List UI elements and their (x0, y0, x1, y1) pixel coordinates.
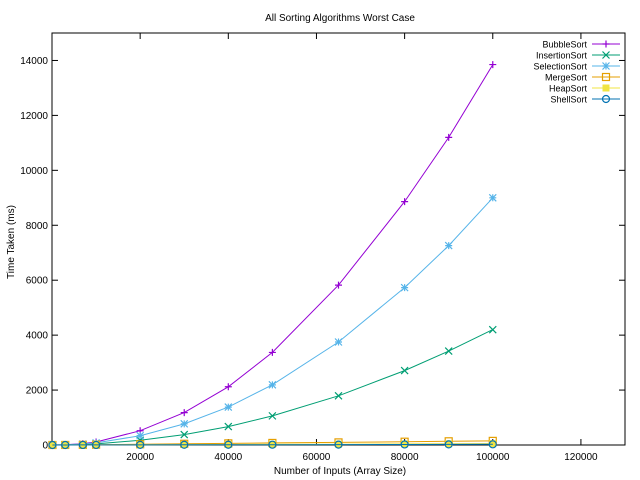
x-tick-label: 120000 (564, 452, 598, 463)
filled-square-marker (401, 440, 409, 448)
series-selectionsort (48, 193, 497, 449)
star-marker (180, 419, 189, 428)
plus-marker (224, 383, 232, 391)
legend-label: MergeSort (545, 73, 588, 83)
star-marker (488, 193, 497, 202)
series-bubblesort (48, 61, 497, 449)
circle-marker (400, 440, 409, 449)
series-line (52, 197, 494, 446)
filled-square-marker (489, 440, 497, 448)
y-tick-label: 10000 (20, 166, 48, 177)
star-marker (334, 338, 343, 346)
cross-marker (444, 347, 453, 355)
legend-label: InsertionSort (536, 51, 588, 61)
star-marker (602, 62, 610, 70)
x-tick-label: 20000 (126, 452, 154, 463)
plus-marker (335, 281, 342, 289)
series-layer (48, 61, 497, 450)
star-marker (224, 403, 233, 412)
cross-marker (400, 366, 409, 375)
filled-square-marker (445, 440, 453, 448)
series-line (52, 443, 493, 446)
circle-marker (91, 440, 101, 450)
legend-label: SelectionSort (533, 62, 587, 72)
star-marker (136, 431, 145, 440)
y-axis-label: Time Taken (ms) (6, 205, 17, 279)
circle-marker (444, 440, 453, 449)
legend-label: HeapSort (549, 84, 588, 94)
circle-marker (78, 440, 87, 450)
y-tick-label: 14000 (20, 56, 48, 67)
x-tick-label: 100000 (476, 452, 510, 463)
plus-marker (489, 61, 497, 69)
plot-frame (51, 32, 626, 446)
y-tick-label: 12000 (20, 111, 48, 122)
y-tick-label: 2000 (26, 386, 49, 397)
square-marker (601, 72, 611, 82)
circle-marker (136, 440, 145, 449)
circle-marker (224, 440, 233, 449)
cross-marker (180, 430, 189, 439)
circle-marker (61, 440, 70, 450)
axis-ticks: 20000 40000 60000 80000 100000 120000 0 2000 400… (20, 33, 625, 463)
plus-marker (602, 40, 610, 48)
filled-square-marker (602, 84, 610, 92)
circle-marker (334, 440, 343, 449)
star-marker (400, 283, 409, 292)
legend-label: ShellSort (550, 95, 587, 105)
y-tick-label: 0 (42, 441, 48, 452)
star-marker (268, 380, 277, 389)
legend-label: BubbleSort (542, 40, 587, 50)
x-tick-label: 40000 (214, 452, 242, 463)
circle-marker (268, 440, 277, 449)
cross-marker (224, 422, 233, 431)
star-marker (444, 241, 453, 250)
y-tick-label: 4000 (26, 331, 49, 342)
circle-marker (488, 440, 497, 449)
plus-marker (401, 198, 409, 206)
series-shellsort (48, 440, 497, 450)
cross-marker (602, 51, 610, 59)
cross-marker (334, 391, 343, 400)
y-tick-label: 8000 (26, 221, 49, 232)
x-tick-label: 80000 (391, 452, 419, 463)
y-tick-label: 6000 (26, 276, 49, 287)
circle-marker (48, 440, 57, 450)
cross-marker (268, 411, 277, 420)
circle-marker (180, 440, 189, 449)
x-tick-label: 60000 (303, 452, 331, 463)
cross-marker (488, 325, 497, 334)
legend: BubbleSortInsertionSortSelectionSortMerg… (533, 40, 620, 105)
x-axis-label: Number of Inputs (Array Size) (274, 466, 406, 477)
plus-marker (268, 348, 276, 356)
plus-marker (445, 133, 453, 141)
circle-marker (601, 94, 611, 104)
plus-marker (180, 409, 188, 417)
chart-title: All Sorting Algorithms Worst Case (265, 13, 415, 24)
